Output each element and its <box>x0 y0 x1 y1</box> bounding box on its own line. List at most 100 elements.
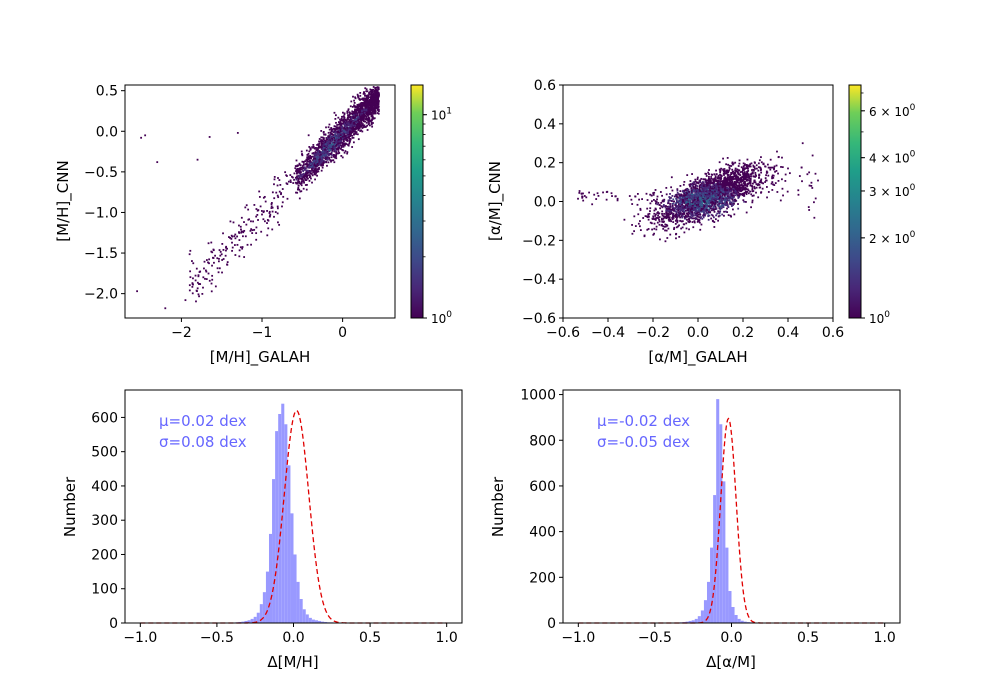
scatter-point <box>693 211 696 214</box>
scatter-point <box>218 257 220 260</box>
scatter-point <box>765 170 768 173</box>
scatter-point <box>724 201 726 203</box>
scatter-point <box>661 210 664 213</box>
scatter-point <box>699 228 702 231</box>
scatter-point <box>702 203 705 206</box>
scatter-point <box>371 114 374 117</box>
scatter-point <box>340 136 342 139</box>
scatter-point <box>318 140 320 143</box>
scatter-point <box>709 196 712 199</box>
scatter-point <box>669 233 672 236</box>
scatter-point <box>305 173 307 176</box>
scatter-point <box>348 124 351 127</box>
scatter-point <box>706 195 709 198</box>
scatter-point <box>727 178 730 181</box>
scatter-point <box>737 191 740 194</box>
scatter-point <box>738 159 741 162</box>
scatter-point <box>667 227 670 230</box>
scatter-point <box>653 209 656 212</box>
scatter-point <box>314 173 317 176</box>
scatter-point <box>754 176 757 178</box>
scatter-point <box>311 155 314 158</box>
scatter-point <box>306 171 308 174</box>
scatter-point <box>346 138 349 141</box>
scatter-point <box>313 172 316 175</box>
scatter-point <box>682 223 685 226</box>
scatter-point <box>671 208 674 211</box>
scatter-point <box>295 178 298 181</box>
scatter-point <box>690 194 692 197</box>
scatter-point <box>334 147 336 150</box>
scatter-point <box>695 217 698 220</box>
mh-scatter-points <box>136 86 380 310</box>
scatter-point <box>341 126 344 128</box>
scatter-point <box>370 109 373 112</box>
scatter-point <box>712 194 715 197</box>
scatter-point <box>654 202 657 205</box>
scatter-point <box>689 204 692 207</box>
scatter-point <box>705 206 708 209</box>
scatter-point <box>222 232 224 235</box>
scatter-point <box>326 152 329 155</box>
scatter-point <box>686 193 689 196</box>
scatter-point <box>324 157 327 159</box>
scatter-point <box>688 197 691 199</box>
scatter-point <box>377 86 380 89</box>
scatter-point <box>361 123 364 126</box>
scatter-point <box>687 206 689 209</box>
scatter-point <box>374 112 377 115</box>
scatter-point <box>319 160 322 162</box>
scatter-point <box>285 182 288 185</box>
scatter-point <box>657 214 659 217</box>
scatter-point <box>348 142 351 145</box>
scatter-point <box>747 176 749 178</box>
scatter-point <box>336 148 338 151</box>
scatter-point <box>321 146 324 149</box>
scatter-point <box>725 163 728 166</box>
scatter-point <box>239 225 242 228</box>
scatter-point <box>701 201 704 203</box>
scatter-point <box>234 237 237 240</box>
scatter-point <box>346 126 349 129</box>
scatter-point <box>337 150 340 153</box>
scatter-point <box>720 192 723 195</box>
scatter-point <box>304 171 307 174</box>
scatter-point <box>356 105 359 108</box>
scatter-point <box>352 121 354 124</box>
scatter-point <box>741 192 744 195</box>
scatter-point <box>670 210 673 213</box>
scatter-point <box>277 196 280 199</box>
scatter-point <box>341 137 343 140</box>
scatter-point <box>377 106 380 108</box>
scatter-point <box>682 191 685 194</box>
scatter-point <box>366 90 369 93</box>
scatter-point <box>746 183 749 185</box>
scatter-point <box>694 187 697 190</box>
scatter-point <box>728 187 731 190</box>
scatter-point <box>719 171 722 174</box>
scatter-point <box>699 190 701 192</box>
scatter-point <box>623 218 626 221</box>
scatter-point <box>372 122 374 124</box>
scatter-point <box>347 123 350 126</box>
scatter-point <box>276 194 279 197</box>
scatter-point <box>357 96 360 99</box>
scatter-point <box>329 146 332 148</box>
scatter-point <box>231 249 233 252</box>
scatter-point <box>707 196 709 199</box>
scatter-point <box>673 195 676 198</box>
scatter-point <box>673 228 675 231</box>
scatter-point <box>271 210 274 213</box>
scatter-point <box>642 217 645 219</box>
scatter-point <box>262 196 265 199</box>
scatter-point <box>360 129 363 132</box>
scatter-point <box>722 183 724 186</box>
scatter-point <box>665 223 668 226</box>
scatter-point <box>270 203 273 205</box>
scatter-point <box>368 109 371 112</box>
scatter-point <box>692 226 695 229</box>
scatter-point <box>739 188 742 191</box>
scatter-point <box>653 227 656 230</box>
scatter-point <box>660 218 663 221</box>
colorbar-tick-label: 101 <box>431 107 452 123</box>
